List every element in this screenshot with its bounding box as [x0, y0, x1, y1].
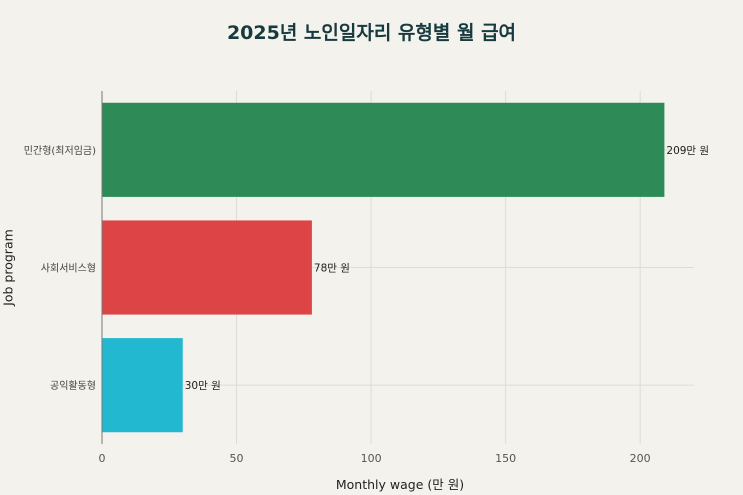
bar [102, 220, 312, 315]
data-label: 30만 원 [185, 380, 221, 392]
y-tick-label: 공익활동형 [50, 379, 96, 392]
data-label: 78만 원 [314, 263, 350, 275]
x-tick-label: 200 [630, 452, 651, 465]
bar [102, 338, 183, 433]
x-tick-label: 50 [230, 452, 244, 465]
x-axis-label: Monthly wage (만 원) [335, 477, 465, 492]
x-tick-label: 0 [99, 452, 106, 465]
x-tick-label: 100 [361, 452, 382, 465]
data-label: 209만 원 [666, 145, 709, 157]
bar-layer [102, 102, 665, 433]
y-tick-label: 사회서비스형 [41, 263, 96, 275]
bar [102, 102, 665, 197]
chart-title: 2025년 노인일자리 유형별 월 급여 [226, 22, 517, 44]
x-tick-label: 150 [495, 452, 516, 465]
y-axis-label: Job program [0, 229, 16, 306]
y-tick-label: 민간형(최저임금) [24, 144, 96, 157]
